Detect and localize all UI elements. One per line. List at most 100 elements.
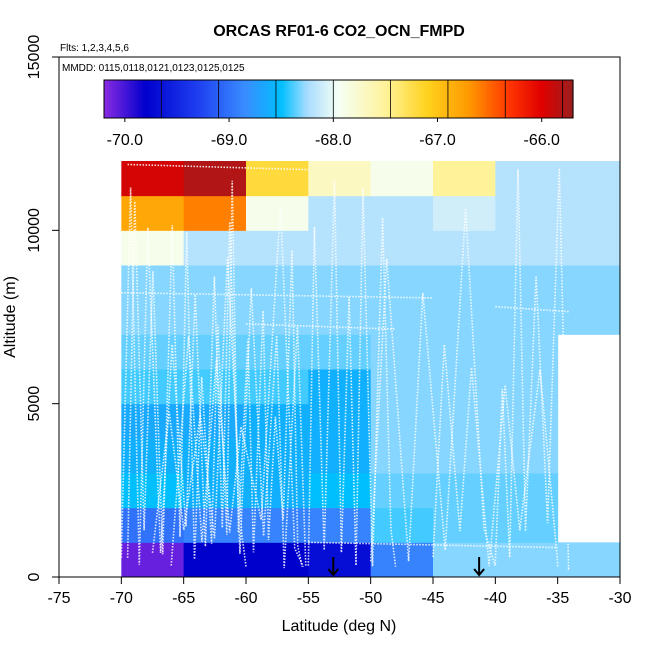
chart-title: ORCAS RF01-6 CO2_OCN_FMPD bbox=[213, 23, 465, 40]
plot-frame bbox=[58, 56, 621, 578]
colorbar-segment bbox=[335, 80, 340, 118]
flights-label: Flts: 1,2,3,4,5,6 bbox=[60, 43, 129, 54]
colorbar-segment bbox=[195, 80, 199, 118]
heatmap-cell bbox=[308, 438, 372, 474]
heatmap-cell bbox=[433, 369, 496, 405]
heatmap-cell bbox=[246, 542, 309, 578]
colorbar-segment bbox=[216, 80, 220, 118]
colorbar-segment bbox=[226, 80, 230, 118]
colorbar-segment bbox=[322, 80, 327, 118]
colorbar-segment bbox=[507, 80, 512, 118]
colorbar-segment bbox=[189, 80, 194, 118]
colorbar-segment bbox=[281, 80, 285, 118]
heatmap-cell bbox=[246, 161, 309, 197]
colorbar-segment bbox=[236, 80, 241, 118]
heatmap-cell bbox=[370, 195, 434, 231]
colorbar-segment bbox=[562, 80, 566, 118]
heatmap-cell bbox=[557, 230, 621, 266]
heatmap-cell bbox=[557, 195, 621, 231]
arrow-marker bbox=[473, 557, 485, 577]
heatmap-cell bbox=[121, 230, 185, 266]
colorbar-segment bbox=[315, 80, 319, 118]
colorbar-segment bbox=[440, 80, 444, 118]
heatmap-cell bbox=[433, 403, 496, 439]
colorbar-segment bbox=[390, 80, 394, 118]
colorbar-segment bbox=[408, 80, 413, 118]
colorbar-segment bbox=[137, 80, 142, 118]
heatmap-cell bbox=[183, 542, 247, 578]
colorbar-segment bbox=[166, 80, 170, 118]
x-axis-title: Latitude (deg N) bbox=[282, 618, 397, 635]
colorbar-segment bbox=[302, 80, 306, 118]
colorbar-segment bbox=[541, 80, 545, 118]
heatmap-cell bbox=[370, 507, 434, 543]
x-tick-label: -45 bbox=[421, 590, 444, 607]
colorbar-segment bbox=[299, 80, 303, 118]
colorbar-segment bbox=[249, 80, 254, 118]
heatmap-cell bbox=[433, 230, 496, 266]
colorbar-segment bbox=[278, 80, 282, 118]
flight-track-line bbox=[245, 323, 396, 330]
colorbar-tick-label: -66.0 bbox=[523, 132, 560, 149]
colorbar-segment bbox=[252, 80, 256, 118]
colorbar-segment bbox=[487, 80, 491, 118]
colorbar-segment bbox=[343, 80, 347, 118]
heatmap-cell bbox=[308, 195, 372, 231]
colorbar-segment bbox=[328, 80, 332, 118]
heatmap-cell bbox=[246, 369, 309, 405]
colorbar-segment bbox=[533, 80, 538, 118]
heatmap-cell bbox=[121, 161, 185, 197]
heatmap-cell bbox=[246, 403, 309, 439]
colorbar-segment bbox=[312, 80, 316, 118]
heatmap-cell bbox=[433, 473, 496, 509]
colorbar-segment bbox=[320, 80, 324, 118]
colorbar-segment bbox=[476, 80, 480, 118]
colorbar-segment bbox=[481, 80, 486, 118]
colorbar-segment bbox=[502, 80, 506, 118]
heatmap-cell bbox=[433, 542, 496, 578]
colorbar-segment bbox=[473, 80, 478, 118]
colorbar-segment bbox=[427, 80, 431, 118]
colorbar-segment bbox=[333, 80, 337, 118]
colorbar-segment bbox=[528, 80, 532, 118]
x-tick-label: -60 bbox=[234, 590, 257, 607]
colorbar-segment bbox=[257, 80, 261, 118]
x-tick-label: -40 bbox=[484, 590, 507, 607]
colorbar-segment bbox=[132, 80, 136, 118]
colorbar-segment bbox=[453, 80, 457, 118]
colorbar-tick-label: -68.0 bbox=[315, 132, 352, 149]
colorbar-segment bbox=[307, 80, 311, 118]
heatmap-cell bbox=[557, 299, 621, 335]
heatmap-cell bbox=[370, 161, 434, 197]
arrow-marker bbox=[327, 557, 340, 577]
heatmap-cell bbox=[495, 403, 559, 439]
colorbar-segment bbox=[158, 80, 162, 118]
colorbar-segment bbox=[117, 80, 121, 118]
y-axis: 0 5000 10000 15000 bbox=[26, 35, 59, 581]
heatmap-cell bbox=[557, 265, 621, 301]
colorbar-segment bbox=[309, 80, 314, 118]
heatmap-cell bbox=[495, 195, 559, 231]
colorbar-segment bbox=[489, 80, 493, 118]
heatmap-cell bbox=[246, 195, 309, 231]
colorbar-segment bbox=[114, 80, 118, 118]
flight-track-line bbox=[121, 291, 434, 299]
colorbar-segment bbox=[231, 80, 235, 118]
colorbar-segment bbox=[429, 80, 433, 118]
y-tick-label: 15000 bbox=[26, 35, 43, 80]
colorbar-segment bbox=[468, 80, 472, 118]
colorbar-segment bbox=[348, 80, 353, 118]
colorbar-segment bbox=[161, 80, 165, 118]
colorbar-segment bbox=[265, 80, 269, 118]
colorbar-segment bbox=[523, 80, 527, 118]
colorbar-segment bbox=[359, 80, 363, 118]
colorbar-segment bbox=[526, 80, 530, 118]
heatmap-cell bbox=[308, 369, 372, 405]
colorbar-segment bbox=[346, 80, 350, 118]
colorbar-segment bbox=[260, 80, 264, 118]
colorbar-segment bbox=[262, 80, 267, 118]
colorbar-segment bbox=[437, 80, 441, 118]
heatmap-cell bbox=[370, 230, 434, 266]
heatmap-cell bbox=[246, 473, 309, 509]
colorbar-segment bbox=[288, 80, 293, 118]
